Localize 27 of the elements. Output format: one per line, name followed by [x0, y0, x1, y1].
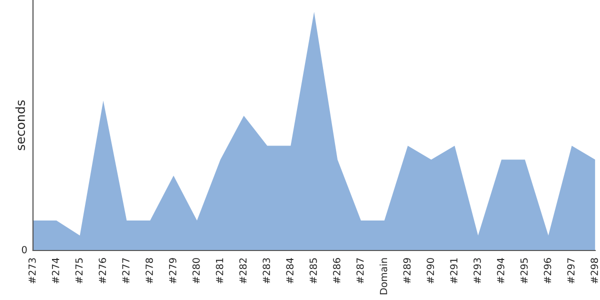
- x-tick-label: #295: [520, 258, 528, 284]
- text: 0: [22, 246, 27, 254]
- x-tick-label: #285: [310, 258, 317, 284]
- x-tick-label: #279: [169, 258, 176, 284]
- x-tick-label: #281: [216, 258, 224, 284]
- x-tick-label: #297: [567, 258, 575, 284]
- x-tick-label: #298: [590, 258, 598, 284]
- x-tick-label: #287: [356, 258, 364, 284]
- x-tick-label: #293: [474, 258, 481, 284]
- x-tick-label: #278: [146, 258, 153, 284]
- x-tick-label: #280: [192, 258, 200, 284]
- x-tick-label: #274: [52, 258, 60, 284]
- x-tick-label: #273: [28, 258, 36, 284]
- x-tick-label: #286: [332, 258, 340, 284]
- x-tick-label: #283: [262, 258, 270, 284]
- x-tick-label: Domain: [380, 258, 388, 294]
- x-tick-label: #291: [450, 258, 458, 284]
- x-tick-label: #276: [98, 258, 106, 284]
- x-tick-label: #296: [544, 258, 552, 284]
- x-tick-label: #275: [75, 258, 83, 284]
- x-tick-label: #289: [403, 258, 411, 284]
- x-tick-label: #294: [496, 258, 504, 284]
- x-tick-label: #277: [122, 258, 130, 284]
- x-tick-label: #282: [239, 258, 247, 284]
- x-tick-label: #290: [426, 258, 434, 284]
- y-axis-title: seconds: [15, 100, 26, 150]
- x-tick-label: #284: [286, 258, 294, 284]
